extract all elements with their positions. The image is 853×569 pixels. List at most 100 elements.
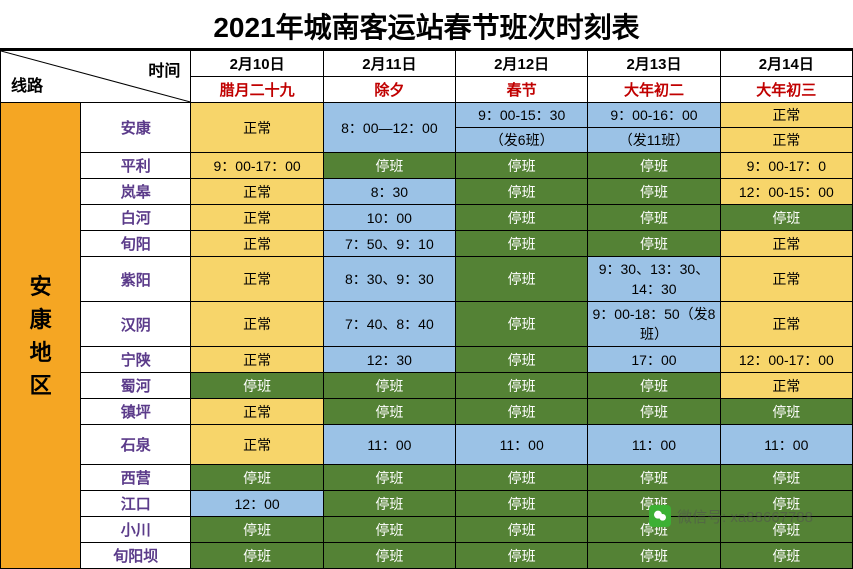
cell: 7：40、8：40 [323,302,455,347]
cell: 停班 [720,465,852,491]
cell: 停班 [456,543,588,569]
cell: 正常 [191,425,323,465]
diag-bottom: 线路 [11,72,43,96]
schedule-table: 时间线路2月10日2月11日2月12日2月13日2月14日腊月二十九除夕春节大年… [0,50,853,569]
route-紫阳: 紫阳 [81,257,191,302]
cell: （发6班） [456,128,588,153]
route-岚皋: 岚皋 [81,179,191,205]
date-header-0: 2月10日 [191,51,323,77]
cell: 停班 [588,205,720,231]
cell: 9：00-15：30 [456,103,588,128]
cell: 正常 [191,347,323,373]
route-旬阳: 旬阳 [81,231,191,257]
cell: 停班 [456,491,588,517]
date-header-2: 2月12日 [456,51,588,77]
cell: 停班 [720,399,852,425]
cell: 9：00-17：0 [720,153,852,179]
cell: 停班 [323,517,455,543]
cell: 正常 [720,302,852,347]
route-蜀河: 蜀河 [81,373,191,399]
cell: 停班 [456,347,588,373]
cell: 停班 [323,373,455,399]
cell: 正常 [191,103,323,153]
cell: 正常 [720,103,852,128]
cell: 正常 [191,231,323,257]
date-header-1: 2月11日 [323,51,455,77]
cell: 停班 [323,399,455,425]
cell: 停班 [191,517,323,543]
cell: 停班 [456,465,588,491]
cell: 正常 [720,231,852,257]
cell: 停班 [456,517,588,543]
route-平利: 平利 [81,153,191,179]
cell: 12：00 [191,491,323,517]
cell: 停班 [588,231,720,257]
cell: 8：00—12：00 [323,103,455,153]
watermark-text: 微信号: xa88667788 [677,506,813,527]
lunar-header-2: 春节 [456,77,588,103]
cell: 9：30、13：30、14：30 [588,257,720,302]
route-汉阴: 汉阴 [81,302,191,347]
cell: 12：00-17：00 [720,347,852,373]
cell: 停班 [456,373,588,399]
cell: 停班 [191,373,323,399]
route-石泉: 石泉 [81,425,191,465]
page-title: 2021年城南客运站春节班次时刻表 [0,0,853,50]
cell: 12：00-15：00 [720,179,852,205]
cell: 9：00-16：00 [588,103,720,128]
lunar-header-3: 大年初二 [588,77,720,103]
cell: 停班 [323,153,455,179]
wechat-icon [649,505,671,527]
lunar-header-0: 腊月二十九 [191,77,323,103]
cell: 停班 [588,179,720,205]
cell: 停班 [588,465,720,491]
cell: 11：00 [720,425,852,465]
route-安康: 安康 [81,103,191,153]
route-镇坪: 镇坪 [81,399,191,425]
cell: 停班 [191,465,323,491]
cell: 正常 [191,257,323,302]
cell: 9：00-17：00 [191,153,323,179]
watermark: 微信号: xa88667788 [649,505,813,527]
cell: 停班 [191,543,323,569]
route-西营: 西营 [81,465,191,491]
cell: 停班 [588,399,720,425]
region-cell: 安康地区 [1,103,81,569]
cell: 停班 [588,153,720,179]
cell: 停班 [456,399,588,425]
route-白河: 白河 [81,205,191,231]
cell: 11：00 [588,425,720,465]
cell: 停班 [588,543,720,569]
route-宁陕: 宁陕 [81,347,191,373]
cell: 正常 [720,257,852,302]
cell: 正常 [191,179,323,205]
lunar-header-4: 大年初三 [720,77,852,103]
cell: 停班 [456,153,588,179]
route-旬阳坝: 旬阳坝 [81,543,191,569]
cell: 正常 [720,373,852,399]
cell: 停班 [456,179,588,205]
cell: 11：00 [323,425,455,465]
cell: 停班 [323,543,455,569]
cell: 停班 [720,543,852,569]
lunar-header-1: 除夕 [323,77,455,103]
cell: 停班 [456,302,588,347]
cell: 停班 [456,231,588,257]
cell: 12：30 [323,347,455,373]
cell: 停班 [588,373,720,399]
cell: 10：00 [323,205,455,231]
cell: 8：30 [323,179,455,205]
cell: 停班 [456,257,588,302]
cell: 8：30、9：30 [323,257,455,302]
cell: 正常 [191,302,323,347]
cell: 正常 [720,128,852,153]
cell: 正常 [191,399,323,425]
date-header-3: 2月13日 [588,51,720,77]
diag-header: 时间线路 [1,51,191,103]
cell: 停班 [720,205,852,231]
diag-top: 时间 [148,57,180,81]
route-小川: 小川 [81,517,191,543]
cell: 11：00 [456,425,588,465]
cell: （发11班） [588,128,720,153]
cell: 停班 [323,465,455,491]
